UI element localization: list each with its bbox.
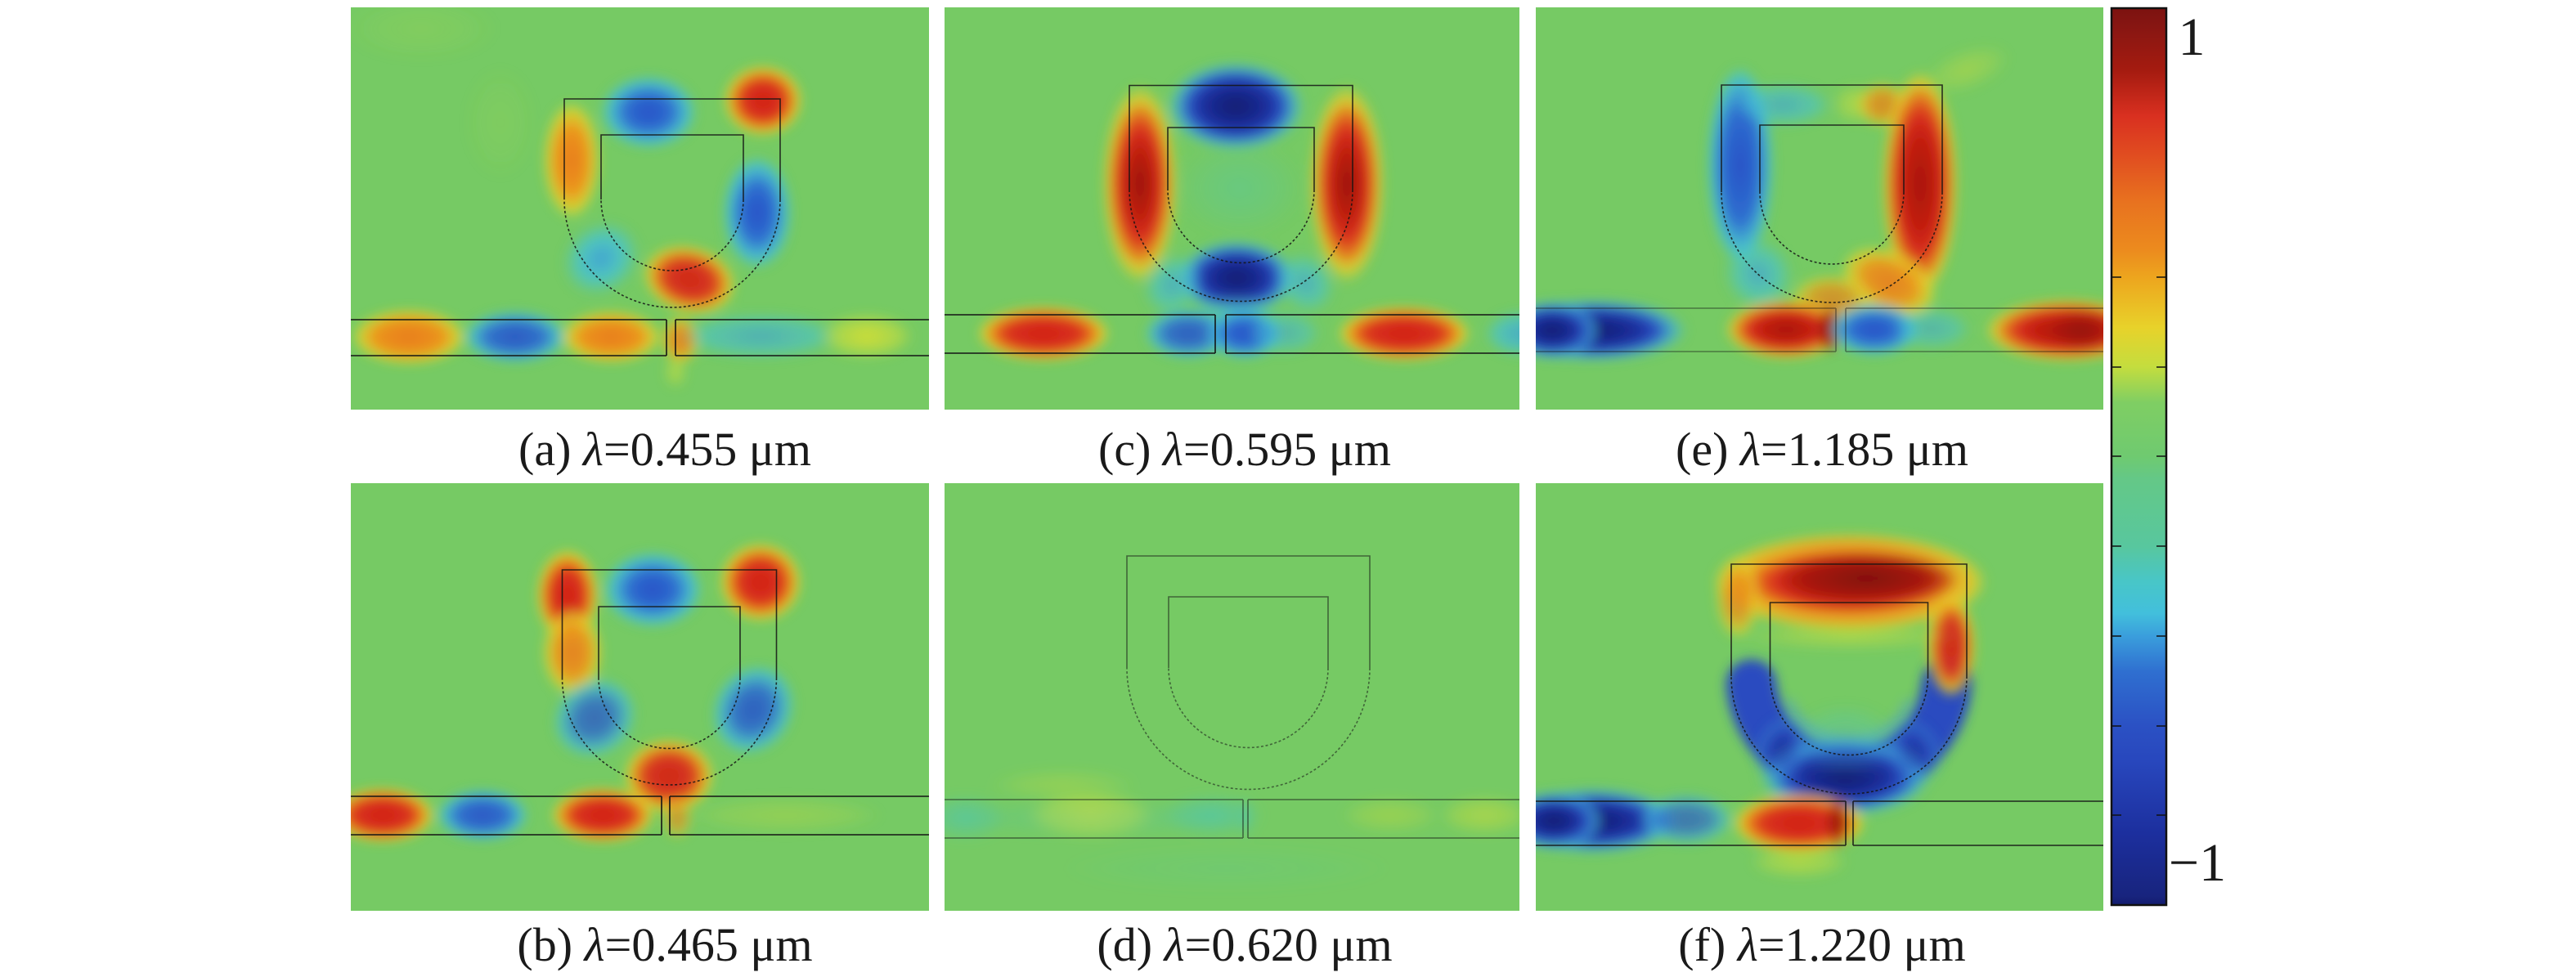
svg-text:(e) λ=1.185 μm: (e) λ=1.185 μm bbox=[1676, 423, 1968, 476]
svg-text:(d) λ=0.620 μm: (d) λ=0.620 μm bbox=[1097, 918, 1392, 971]
svg-text:1: 1 bbox=[2179, 7, 2206, 67]
svg-text:(f) λ=1.220 μm: (f) λ=1.220 μm bbox=[1678, 918, 1966, 971]
svg-text:(a) λ=0.455 μm: (a) λ=0.455 μm bbox=[518, 423, 811, 476]
svg-text:−1: −1 bbox=[2169, 833, 2226, 893]
svg-text:(c) λ=0.595 μm: (c) λ=0.595 μm bbox=[1098, 423, 1391, 476]
svg-text:(b) λ=0.465 μm: (b) λ=0.465 μm bbox=[517, 918, 812, 971]
